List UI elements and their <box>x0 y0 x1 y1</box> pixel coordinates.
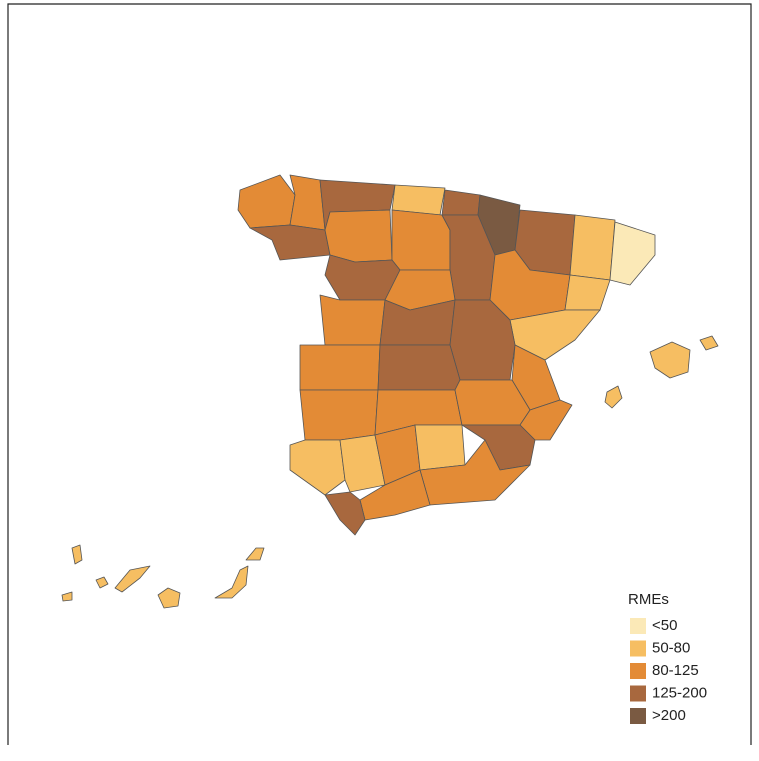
province <box>339 434 386 493</box>
province <box>299 389 379 441</box>
legend-swatch <box>630 618 646 634</box>
island <box>114 565 151 593</box>
island <box>214 565 249 599</box>
province <box>319 294 386 346</box>
province <box>324 491 366 536</box>
legend-label: 125-200 <box>652 684 707 701</box>
island <box>157 587 181 609</box>
legend-label: >200 <box>652 707 686 724</box>
island <box>699 335 719 351</box>
frame <box>7 3 752 745</box>
island <box>245 547 265 561</box>
province <box>324 209 393 263</box>
legend-swatch <box>630 640 646 657</box>
legend-title: RMEs <box>628 591 669 608</box>
legend: RMEs <50 50-80 80-125 125-200 >200 <box>628 591 707 724</box>
legend-label: <50 <box>652 617 677 634</box>
province <box>377 344 461 391</box>
island <box>71 544 83 565</box>
island <box>649 341 691 379</box>
legend-swatch <box>630 708 646 724</box>
legend-label: 50-80 <box>652 639 690 656</box>
province <box>289 174 326 231</box>
island <box>604 385 623 409</box>
province <box>569 214 616 281</box>
legend-label: 80-125 <box>652 662 699 679</box>
province <box>419 439 531 506</box>
province <box>391 209 451 271</box>
province <box>609 221 656 286</box>
spain-map <box>61 174 719 609</box>
province <box>299 344 381 391</box>
island <box>95 576 109 589</box>
island <box>61 591 73 602</box>
province <box>414 424 466 471</box>
legend-swatch <box>630 663 646 679</box>
legend-swatch <box>630 685 646 702</box>
